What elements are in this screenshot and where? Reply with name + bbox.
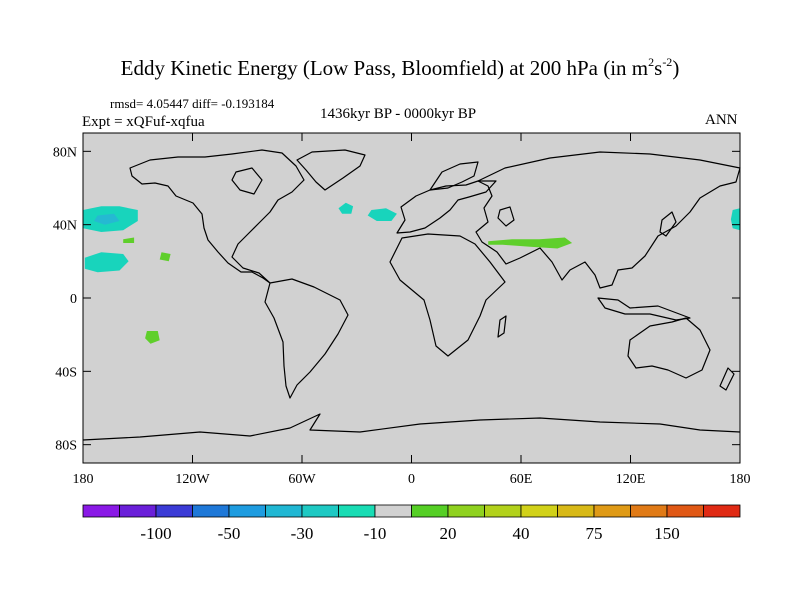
colorbar-swatch: [119, 504, 157, 518]
anomaly-middle-east-green: [488, 237, 573, 249]
colorbar-swatch: [557, 504, 595, 518]
colorbar-label: -100: [140, 524, 171, 543]
colorbar-label: 20: [440, 524, 457, 543]
colorbar-swatch: [593, 504, 631, 518]
colorbar-swatch: [447, 504, 485, 518]
anomaly-north-pacific-core: [94, 213, 120, 225]
lat-label: 40S: [55, 365, 77, 380]
coast-asia: [475, 151, 741, 289]
lon-label: 0: [408, 472, 415, 487]
coast-greenland: [296, 149, 366, 191]
colorbar-label: -30: [291, 524, 314, 543]
coast-caspian: [497, 206, 515, 227]
lat-label: 80N: [53, 145, 77, 160]
lon-label: 60W: [288, 472, 316, 487]
colorbar-swatch: [155, 504, 193, 518]
colorbar-swatch: [338, 504, 376, 518]
lat-label: 40N: [53, 219, 77, 234]
colorbar-label: 150: [654, 524, 680, 543]
coast-north-america: [129, 149, 305, 284]
colorbar: -100 -50 -30 -10 20 40 75 150: [82, 504, 741, 543]
coast-hudson-bay: [231, 167, 263, 195]
title-text: Eddy Kinetic Energy (Low Pass, Bloomfiel…: [120, 56, 649, 80]
period-label: 1436kyr BP - 0000kyr BP: [320, 106, 477, 122]
anomaly-south-pacific-green: [145, 331, 160, 344]
lon-label: 180: [730, 472, 751, 487]
colorbar-label: -50: [218, 524, 241, 543]
anomaly-pacific-green-b: [159, 252, 171, 262]
map-background: [83, 133, 740, 463]
colorbar-swatch: [301, 504, 339, 518]
colorbar-swatch: [192, 504, 230, 518]
colorbar-swatch: [666, 504, 704, 518]
title-close: ): [672, 56, 680, 80]
lon-label: 120E: [616, 472, 646, 487]
colorbar-label: -10: [364, 524, 387, 543]
coast-japan: [659, 211, 677, 237]
colorbar-swatch: [411, 504, 449, 518]
season-label: ANN: [705, 112, 738, 128]
anomaly-layer: [83, 202, 740, 344]
lat-label: 80S: [55, 439, 77, 454]
coast-africa: [389, 233, 506, 357]
title-exponent-1: 2: [648, 55, 655, 69]
coast-madagascar: [497, 315, 507, 338]
coast-europe: [396, 180, 497, 234]
coast-new-zealand: [719, 367, 735, 391]
map-title: Eddy Kinetic Energy (Low Pass, Bloomfiel…: [0, 55, 800, 81]
colorbar-swatch: [374, 504, 412, 518]
lat-label: 0: [70, 292, 77, 307]
anomaly-pacific-green-a: [123, 237, 135, 243]
colorbar-swatch: [630, 504, 668, 518]
coast-antarctica: [82, 413, 741, 441]
lon-label: 180: [73, 472, 94, 487]
lon-label: 120W: [175, 472, 210, 487]
map-axes: 80N 40N 0 40S 80S 180 120W 60W 0 60E 120E 180: [53, 133, 751, 487]
colorbar-swatch: [703, 504, 741, 518]
coast-australia: [627, 317, 711, 379]
colorbar-swatch: [520, 504, 558, 518]
colorbar-label: 75: [586, 524, 603, 543]
coastlines: [82, 149, 741, 441]
coast-indonesia: [597, 297, 691, 321]
colorbar-swatch: [484, 504, 522, 518]
title-exponent-2: -2: [662, 55, 673, 69]
colorbar-label: 40: [513, 524, 530, 543]
title-unit-s: s: [654, 56, 663, 80]
colorbar-swatch: [228, 504, 266, 518]
stats-line: rmsd= 4.05447 diff= -0.193184: [110, 96, 275, 111]
anomaly-north-atlantic-east: [367, 208, 397, 221]
anomaly-north-atlantic-small: [338, 202, 354, 214]
colorbar-swatch: [265, 504, 303, 518]
coast-scandinavia: [429, 161, 479, 191]
anomaly-east-pacific-cyan: [84, 252, 129, 273]
lon-label: 60E: [510, 472, 533, 487]
experiment-label: Expt = xQFuf-xqfua: [82, 114, 205, 130]
coast-south-america: [264, 278, 349, 399]
colorbar-swatch: [82, 504, 120, 518]
